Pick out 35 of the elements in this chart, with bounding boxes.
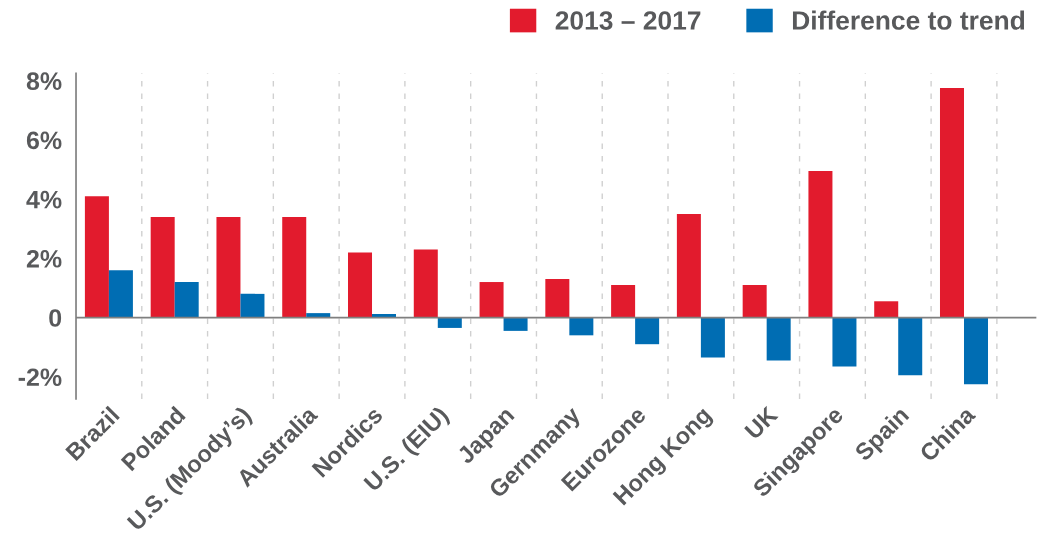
y-tick-label: -2% bbox=[18, 368, 62, 387]
bar bbox=[700, 317, 725, 358]
bar bbox=[306, 313, 331, 318]
bar bbox=[898, 317, 923, 376]
bar bbox=[503, 317, 528, 331]
bar bbox=[108, 270, 133, 318]
bar bbox=[766, 317, 791, 361]
bar bbox=[216, 216, 241, 318]
bar bbox=[874, 301, 899, 318]
y-tick-label: 0 bbox=[49, 309, 62, 327]
y-tick-label: 4% bbox=[26, 190, 62, 209]
bar bbox=[964, 317, 988, 385]
bar bbox=[479, 282, 504, 318]
bar bbox=[84, 196, 109, 318]
bar bbox=[348, 252, 373, 318]
bar bbox=[742, 284, 767, 318]
bar bbox=[150, 216, 175, 318]
bar bbox=[808, 171, 833, 318]
y-tick-label: 8% bbox=[26, 72, 62, 90]
bar bbox=[282, 216, 307, 318]
bar bbox=[635, 317, 660, 345]
y-tick-label: 6% bbox=[26, 131, 62, 150]
legend-label: Difference to trend bbox=[792, 10, 1025, 30]
bar bbox=[437, 317, 462, 328]
bar bbox=[676, 213, 701, 318]
bar bbox=[545, 279, 570, 318]
bar bbox=[611, 284, 636, 318]
bar bbox=[569, 317, 594, 336]
bar bbox=[413, 249, 438, 318]
bar bbox=[832, 317, 857, 367]
y-tick-label: 2% bbox=[26, 249, 62, 268]
bar bbox=[174, 282, 199, 318]
legend-label: 2013 – 2017 bbox=[555, 11, 701, 30]
bar bbox=[240, 293, 265, 318]
bar bbox=[939, 88, 964, 318]
